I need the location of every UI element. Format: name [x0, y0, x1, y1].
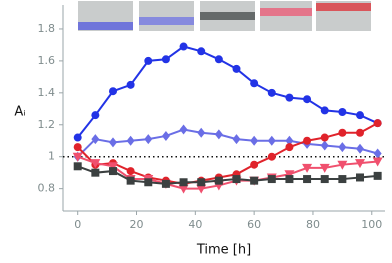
- point: [179, 42, 188, 51]
- point: [267, 152, 276, 161]
- thumbnail-band: [78, 22, 133, 30]
- point: [108, 137, 117, 148]
- point: [107, 162, 118, 172]
- x-tick-label: 60: [247, 218, 261, 231]
- thumbnail-band: [200, 12, 255, 20]
- series-line: [76, 128, 378, 158]
- point: [179, 178, 188, 187]
- point: [161, 130, 170, 141]
- point: [320, 140, 329, 151]
- point: [267, 175, 276, 184]
- y-tick-label: 1: [48, 150, 55, 163]
- point: [250, 79, 259, 88]
- point: [197, 47, 206, 56]
- point: [356, 128, 365, 137]
- y-tick-label: 1.6: [38, 54, 56, 67]
- point: [285, 93, 294, 102]
- point: [250, 160, 259, 169]
- point: [196, 184, 207, 194]
- series-line: [76, 122, 379, 185]
- point: [284, 170, 295, 180]
- point: [214, 129, 223, 140]
- thumbnail-band: [260, 8, 312, 16]
- series-line: [76, 45, 379, 139]
- point: [285, 135, 294, 146]
- point: [373, 119, 382, 128]
- point: [126, 80, 135, 89]
- point: [73, 143, 82, 152]
- point: [197, 178, 206, 187]
- point: [319, 163, 330, 173]
- x-tick-label: 100: [361, 218, 382, 231]
- point: [179, 124, 188, 135]
- x-tick-label: 40: [188, 218, 202, 231]
- thumbnail: [139, 1, 194, 31]
- y-axis-title: Aᵢ: [14, 105, 25, 120]
- point: [338, 107, 347, 116]
- point: [178, 184, 189, 194]
- point: [356, 143, 365, 154]
- point: [232, 64, 241, 73]
- point: [90, 159, 101, 169]
- point: [126, 135, 135, 146]
- point: [338, 142, 347, 153]
- point: [320, 175, 329, 184]
- point: [285, 175, 294, 184]
- x-tick-label: 80: [306, 218, 320, 231]
- point: [356, 111, 365, 120]
- point: [161, 179, 170, 188]
- point: [232, 134, 241, 145]
- y-tick-label: 1.2: [38, 118, 56, 131]
- thumbnail-band: [139, 17, 194, 25]
- point: [302, 163, 313, 173]
- point: [337, 160, 348, 170]
- point: [320, 133, 329, 142]
- series-line: [77, 155, 378, 190]
- thumbnail-band: [316, 3, 371, 11]
- point: [161, 55, 170, 64]
- point: [303, 95, 312, 104]
- y-tick-label: 0.8: [38, 182, 56, 195]
- x-axis-title: Time [h]: [196, 243, 251, 258]
- point: [267, 135, 276, 146]
- point: [126, 167, 135, 176]
- point: [197, 127, 206, 138]
- x-tick-label: 20: [130, 218, 144, 231]
- point: [144, 178, 153, 187]
- point: [285, 143, 294, 152]
- point: [91, 111, 100, 120]
- point: [72, 152, 83, 162]
- point: [108, 167, 117, 176]
- point: [373, 171, 382, 180]
- point: [144, 56, 153, 65]
- point: [232, 175, 241, 184]
- point: [303, 175, 312, 184]
- y-tick-label: 1.8: [38, 22, 56, 35]
- point: [320, 106, 329, 115]
- point: [108, 87, 117, 96]
- point: [144, 134, 153, 145]
- point: [356, 173, 365, 182]
- point: [267, 88, 276, 97]
- point: [338, 128, 347, 137]
- point: [355, 159, 366, 169]
- point: [250, 135, 259, 146]
- point: [214, 176, 223, 185]
- point: [73, 162, 82, 171]
- point: [250, 176, 259, 185]
- y-tick-label: 1.4: [38, 86, 56, 99]
- point: [91, 168, 100, 177]
- point: [373, 148, 382, 159]
- point: [338, 175, 347, 184]
- point: [73, 133, 82, 142]
- point: [126, 176, 135, 185]
- point: [372, 157, 383, 167]
- thumbnails: [78, 1, 371, 31]
- point: [303, 136, 312, 145]
- x-tick-label: 0: [74, 218, 81, 231]
- point: [214, 55, 223, 64]
- point: [91, 134, 100, 145]
